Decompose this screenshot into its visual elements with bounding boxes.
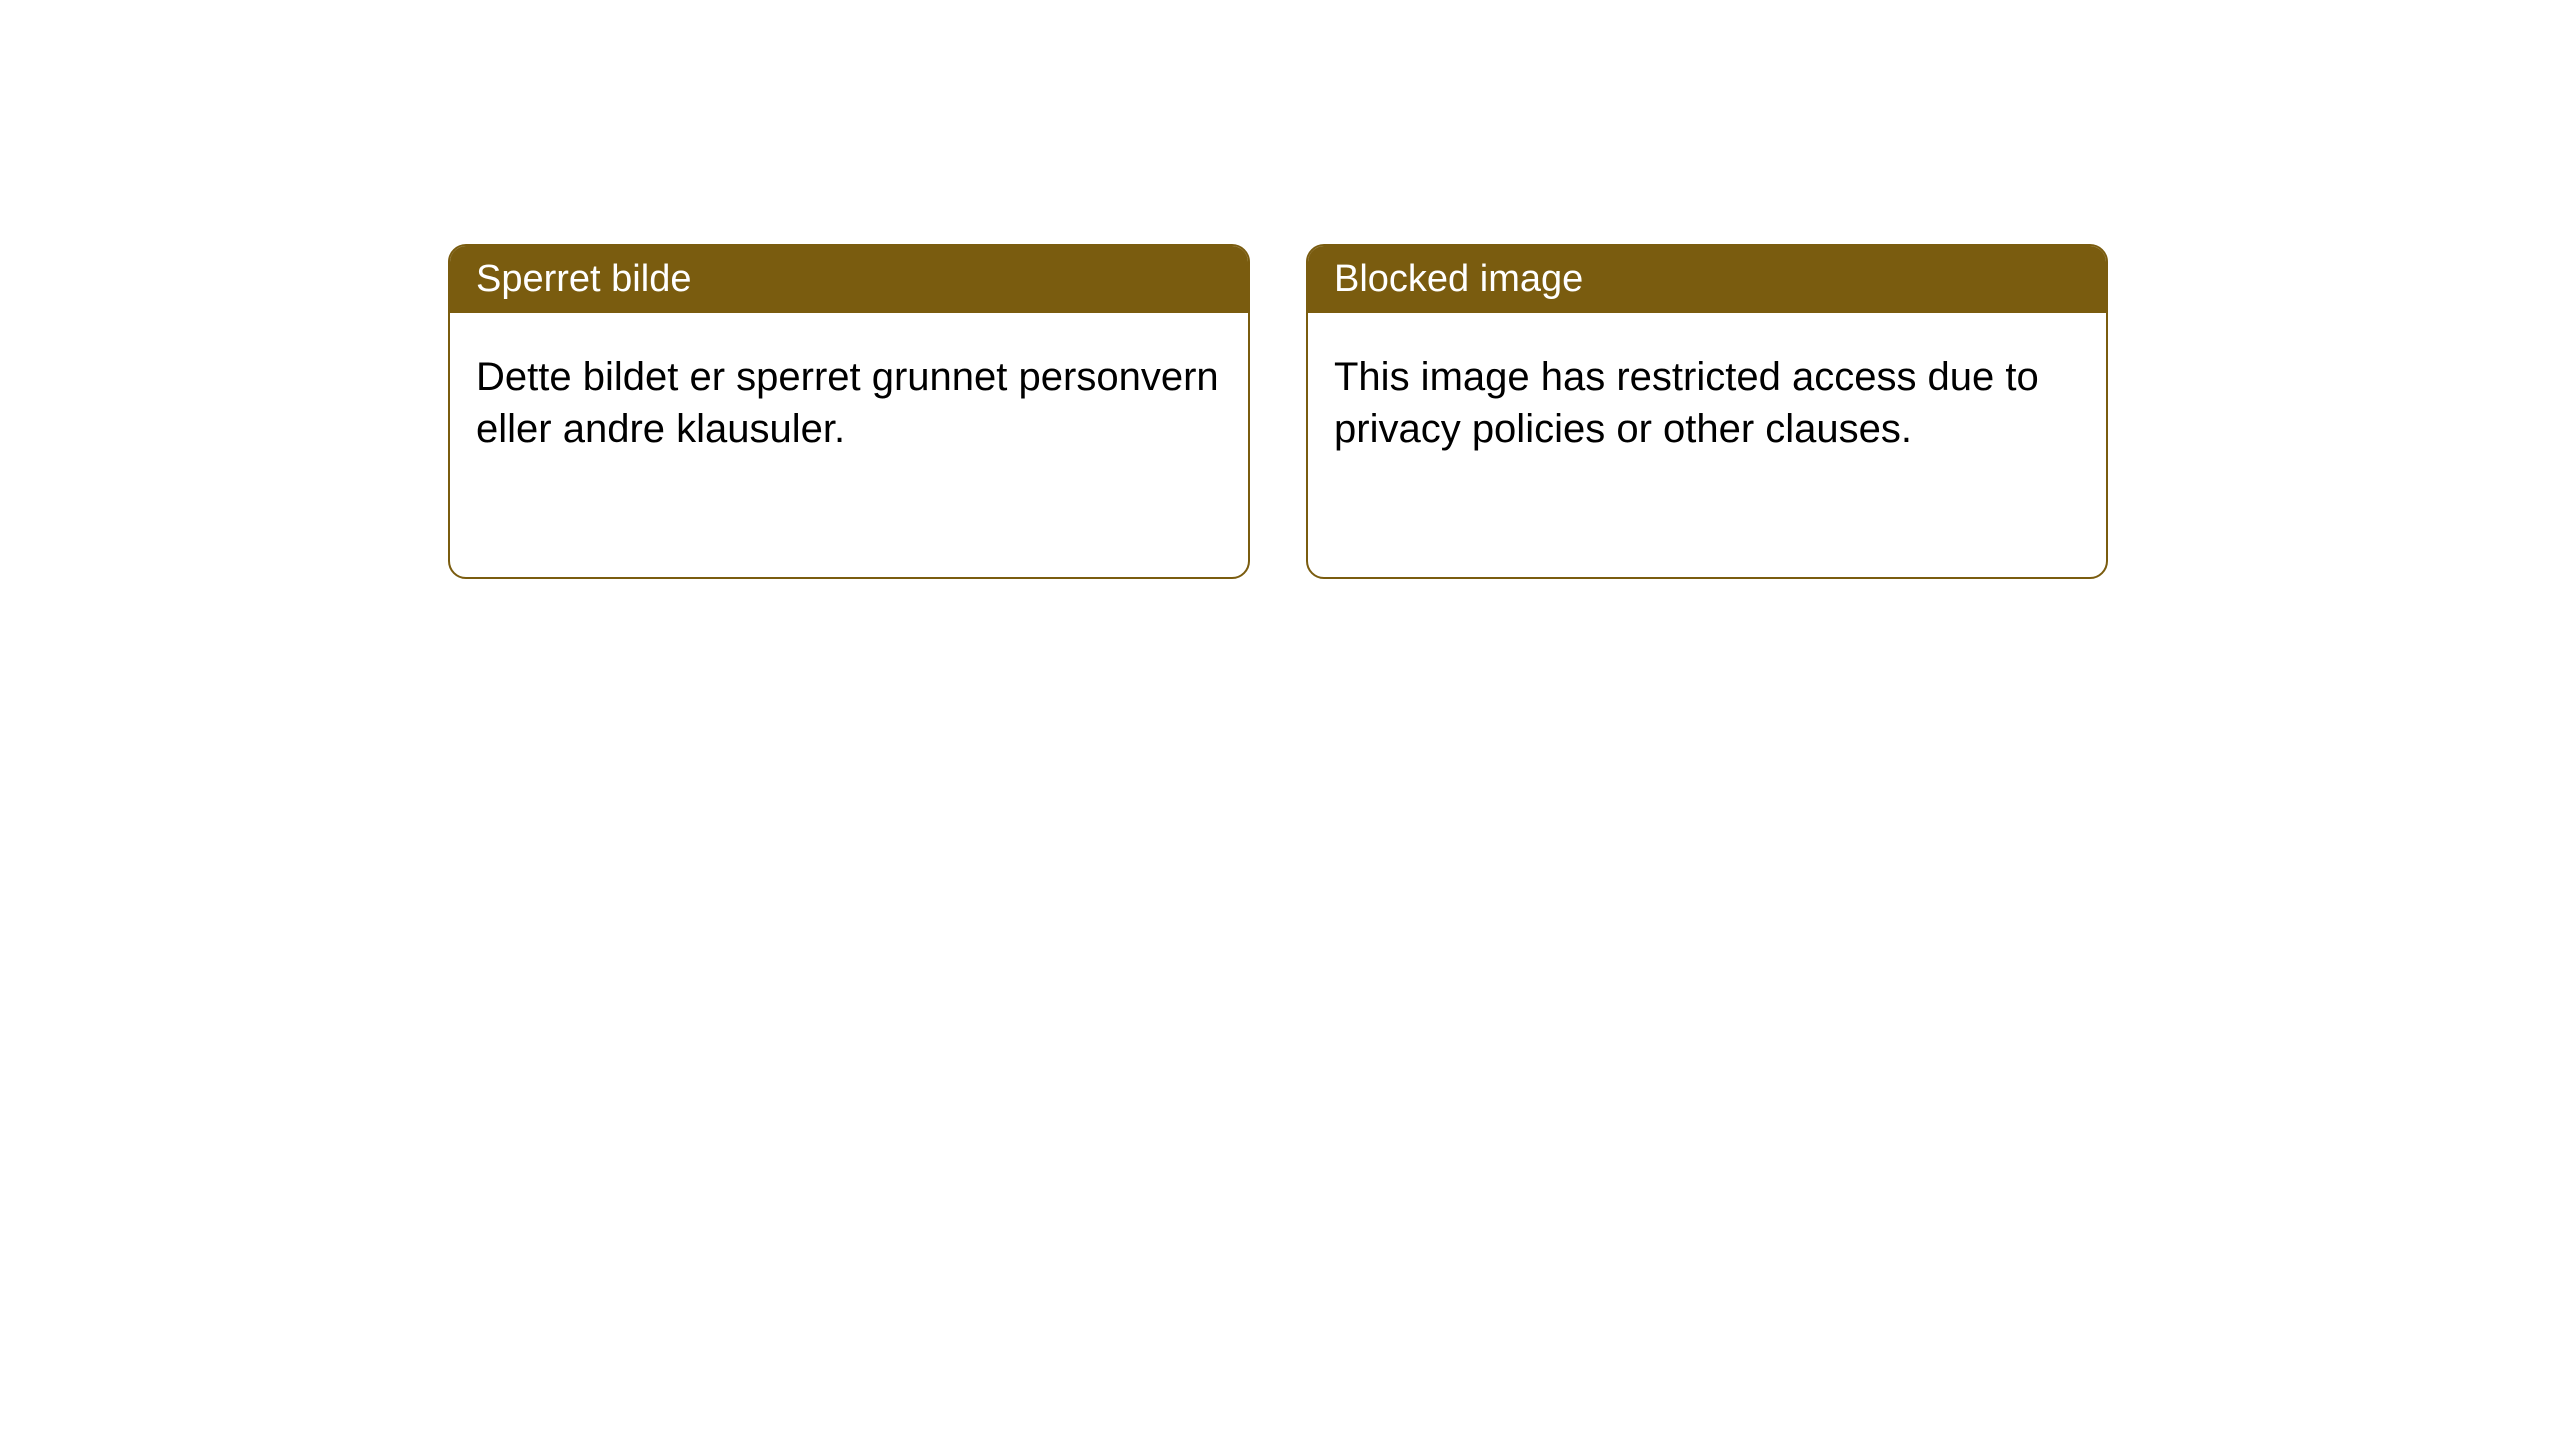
blocked-image-card-no: Sperret bilde Dette bildet er sperret gr… (448, 244, 1250, 579)
blocked-image-card-en: Blocked image This image has restricted … (1306, 244, 2108, 579)
card-body-text: This image has restricted access due to … (1334, 355, 2039, 451)
card-body: Dette bildet er sperret grunnet personve… (450, 313, 1248, 493)
card-header: Sperret bilde (450, 246, 1248, 313)
card-title: Blocked image (1334, 258, 1583, 300)
card-body-text: Dette bildet er sperret grunnet personve… (476, 355, 1219, 451)
card-title: Sperret bilde (476, 258, 691, 300)
notice-cards-container: Sperret bilde Dette bildet er sperret gr… (0, 0, 2560, 579)
card-header: Blocked image (1308, 246, 2106, 313)
card-body: This image has restricted access due to … (1308, 313, 2106, 493)
